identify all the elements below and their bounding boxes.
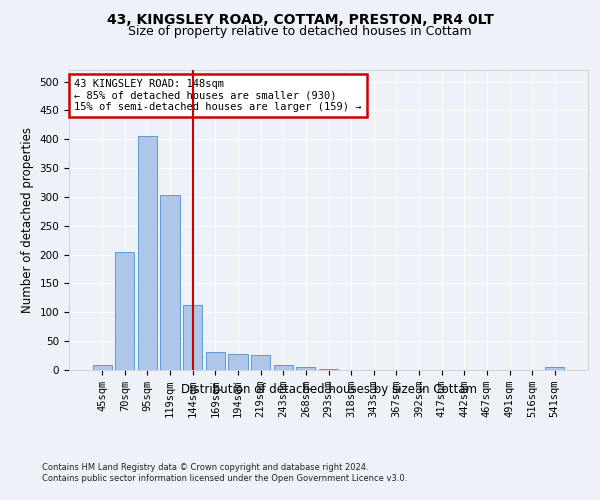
Bar bbox=[206, 352, 225, 370]
Text: 43, KINGSLEY ROAD, COTTAM, PRESTON, PR4 0LT: 43, KINGSLEY ROAD, COTTAM, PRESTON, PR4 … bbox=[107, 12, 493, 26]
Text: Contains public sector information licensed under the Open Government Licence v3: Contains public sector information licen… bbox=[42, 474, 407, 483]
Bar bbox=[274, 366, 293, 370]
Text: Size of property relative to detached houses in Cottam: Size of property relative to detached ho… bbox=[128, 25, 472, 38]
Bar bbox=[92, 366, 112, 370]
Y-axis label: Number of detached properties: Number of detached properties bbox=[21, 127, 34, 313]
Bar bbox=[183, 306, 202, 370]
Text: 43 KINGSLEY ROAD: 148sqm
← 85% of detached houses are smaller (930)
15% of semi-: 43 KINGSLEY ROAD: 148sqm ← 85% of detach… bbox=[74, 79, 362, 112]
Bar bbox=[115, 252, 134, 370]
Text: Distribution of detached houses by size in Cottam: Distribution of detached houses by size … bbox=[181, 382, 477, 396]
Bar bbox=[545, 367, 565, 370]
Text: Contains HM Land Registry data © Crown copyright and database right 2024.: Contains HM Land Registry data © Crown c… bbox=[42, 462, 368, 471]
Bar bbox=[251, 355, 270, 370]
Bar bbox=[229, 354, 248, 370]
Bar bbox=[296, 366, 316, 370]
Bar bbox=[138, 136, 157, 370]
Bar bbox=[160, 195, 180, 370]
